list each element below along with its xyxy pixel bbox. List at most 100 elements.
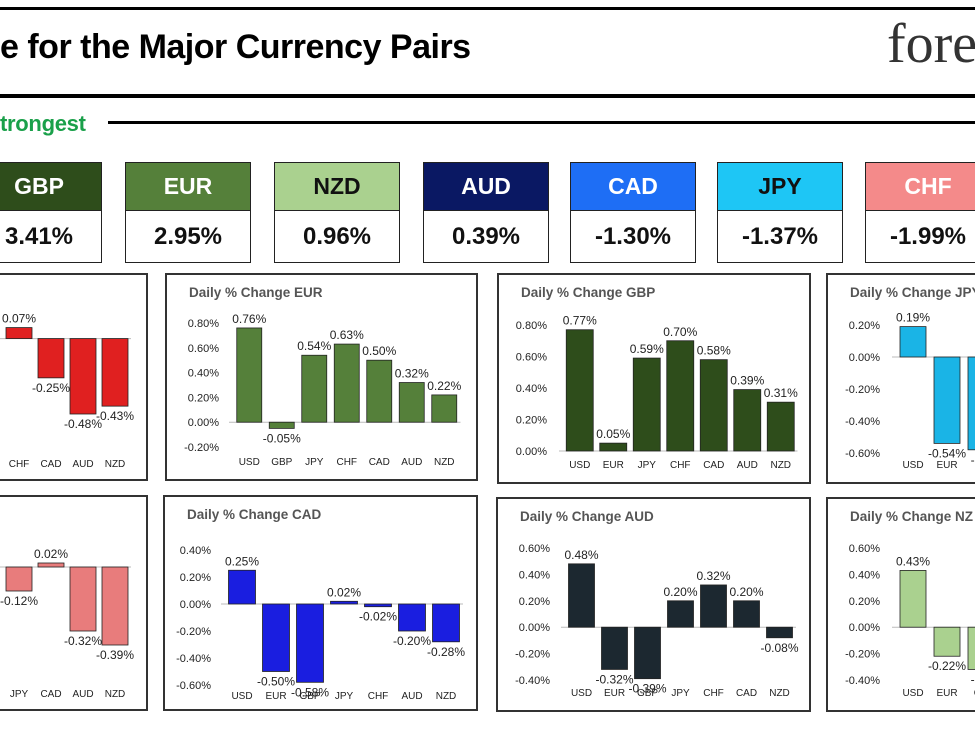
y-tick-label: -0.40% bbox=[845, 416, 880, 428]
chart-svg: 0.80% 0.60% 0.40% 0.20% 0.00% 0.77% USD 0.05% EU… bbox=[516, 314, 798, 471]
chart-panel-gbp: Daily % Change GBP 0.80% 0.60% 0.40% 0.20% 0… bbox=[497, 273, 811, 484]
data-label: -0.05% bbox=[263, 431, 301, 445]
data-label: 0.20% bbox=[729, 585, 763, 599]
tile-code: CAD bbox=[571, 163, 695, 211]
y-tick-label: 0.60% bbox=[849, 543, 880, 555]
bar bbox=[228, 569, 256, 605]
chart-svg: 0.07% CHF -0.25% CAD -0.48% AUD -0.43% NZD bbox=[0, 312, 134, 470]
y-tick-label: 0.00% bbox=[849, 622, 880, 634]
bar bbox=[5, 566, 33, 592]
x-tick-label: EUR bbox=[603, 460, 624, 471]
bar bbox=[364, 603, 392, 608]
tile-gbp: GBP 3.41% bbox=[0, 162, 102, 263]
x-tick-label: JPY bbox=[638, 460, 657, 471]
tile-code: NZD bbox=[275, 163, 399, 211]
x-tick-label: AUD bbox=[72, 689, 93, 700]
bar bbox=[599, 442, 628, 452]
data-label: 0.20% bbox=[663, 585, 697, 599]
y-tick-label: 0.60% bbox=[519, 543, 550, 555]
chart-panel-jpy: Daily % Change JPY 0.20% 0.00% -0.20% -0.40… bbox=[826, 273, 975, 484]
data-label: 0.59% bbox=[630, 342, 664, 356]
chart-title: Daily % Change AUD bbox=[520, 509, 654, 524]
x-tick-label: CHF bbox=[670, 460, 691, 471]
data-label: -0.02% bbox=[359, 610, 397, 624]
x-tick-label: CAD bbox=[40, 689, 61, 700]
data-label: 0.70% bbox=[663, 325, 697, 339]
chart-title: Daily % Change NZ bbox=[850, 509, 974, 524]
data-label: -0.54% bbox=[928, 446, 966, 460]
page-title: e for the Major Currency Pairs bbox=[0, 28, 471, 66]
bar bbox=[933, 626, 961, 657]
y-tick-label: -0.20% bbox=[184, 442, 219, 454]
y-tick-label: -0.20% bbox=[845, 384, 880, 396]
data-label: 0.50% bbox=[362, 344, 396, 358]
tile-value: -1.37% bbox=[741, 222, 819, 250]
chart-svg: 0.40% 0.20% 0.00% -0.20% -0.40% -0.60% 0.25% US… bbox=[176, 545, 465, 702]
bar bbox=[268, 421, 295, 429]
x-tick-label: CAD bbox=[703, 460, 724, 471]
tile-cad: CAD -1.30% bbox=[570, 162, 696, 263]
strongest-rule bbox=[108, 121, 975, 124]
y-tick-label: -0.20% bbox=[176, 626, 211, 638]
top-border-line bbox=[0, 7, 975, 10]
x-tick-label: EUR bbox=[936, 688, 957, 699]
tile-code: JPY bbox=[718, 163, 842, 211]
x-tick-label: NZD bbox=[434, 457, 455, 468]
data-label: 0.58% bbox=[697, 344, 731, 358]
bar bbox=[296, 603, 324, 683]
bar bbox=[432, 603, 460, 643]
y-tick-label: -0.40% bbox=[515, 675, 550, 687]
bar bbox=[330, 600, 358, 605]
bar bbox=[565, 329, 594, 452]
x-tick-label: JPY bbox=[335, 691, 354, 702]
y-tick-label: -0.60% bbox=[845, 448, 880, 460]
bar bbox=[634, 626, 661, 680]
y-tick-label: -0.60% bbox=[176, 680, 211, 692]
bar bbox=[398, 382, 425, 423]
chart-title: Daily % Change GBP bbox=[521, 285, 656, 300]
bar bbox=[967, 626, 975, 670]
chart-panel-chf: 0.07% CHF -0.25% CAD -0.48% AUD -0.43% NZD bbox=[0, 273, 148, 481]
tile-value: 3.41% bbox=[4, 222, 74, 250]
x-tick-label: GBP bbox=[299, 691, 320, 702]
chart-panel-usd: -0.12% JPY 0.02% CAD -0.32% AUD -0.39% NZD bbox=[0, 495, 148, 711]
x-tick-label: CAD bbox=[40, 459, 61, 470]
x-tick-label: EUR bbox=[265, 691, 286, 702]
data-label: 0.05% bbox=[596, 427, 630, 441]
y-tick-label: 0.00% bbox=[188, 417, 219, 429]
header-divider bbox=[0, 94, 975, 98]
data-label: 0.43% bbox=[896, 554, 930, 568]
data-label: 0.25% bbox=[225, 554, 259, 568]
y-tick-label: 0.80% bbox=[516, 320, 547, 332]
data-label: -0.3 bbox=[971, 672, 975, 686]
data-label: 0.63% bbox=[330, 328, 364, 342]
y-tick-label: 0.00% bbox=[849, 352, 880, 364]
bar bbox=[601, 626, 628, 670]
bar bbox=[699, 359, 728, 452]
tile-code: EUR bbox=[126, 163, 250, 211]
bar bbox=[667, 600, 694, 628]
x-tick-label: GBP bbox=[271, 457, 292, 468]
data-label: -0.22% bbox=[928, 659, 966, 673]
data-label: -0.32% bbox=[64, 634, 102, 648]
bar bbox=[37, 562, 65, 568]
y-tick-label: 0.20% bbox=[849, 596, 880, 608]
y-tick-label: -0.40% bbox=[176, 653, 211, 665]
site-logo: fore bbox=[887, 13, 975, 75]
chart-svg: 0.60% 0.40% 0.20% 0.00% -0.20% -0.40% 0.43% USD… bbox=[845, 543, 975, 699]
y-tick-label: 0.60% bbox=[516, 352, 547, 364]
x-tick-label: CHF bbox=[703, 688, 724, 699]
x-tick-label: AUD bbox=[401, 691, 422, 702]
tile-value: 0.96% bbox=[302, 222, 372, 250]
x-tick-label: NZD bbox=[105, 459, 126, 470]
y-tick-label: 0.20% bbox=[188, 392, 219, 404]
tile-jpy: JPY -1.37% bbox=[717, 162, 843, 263]
x-tick-label: USD bbox=[239, 457, 260, 468]
data-label: 0.77% bbox=[563, 314, 597, 328]
bar bbox=[431, 394, 458, 423]
bar bbox=[69, 566, 97, 632]
tile-value: 0.39% bbox=[451, 222, 521, 250]
bar bbox=[5, 327, 33, 339]
y-tick-label: -0.40% bbox=[845, 675, 880, 687]
tile-code: CHF bbox=[866, 163, 975, 211]
